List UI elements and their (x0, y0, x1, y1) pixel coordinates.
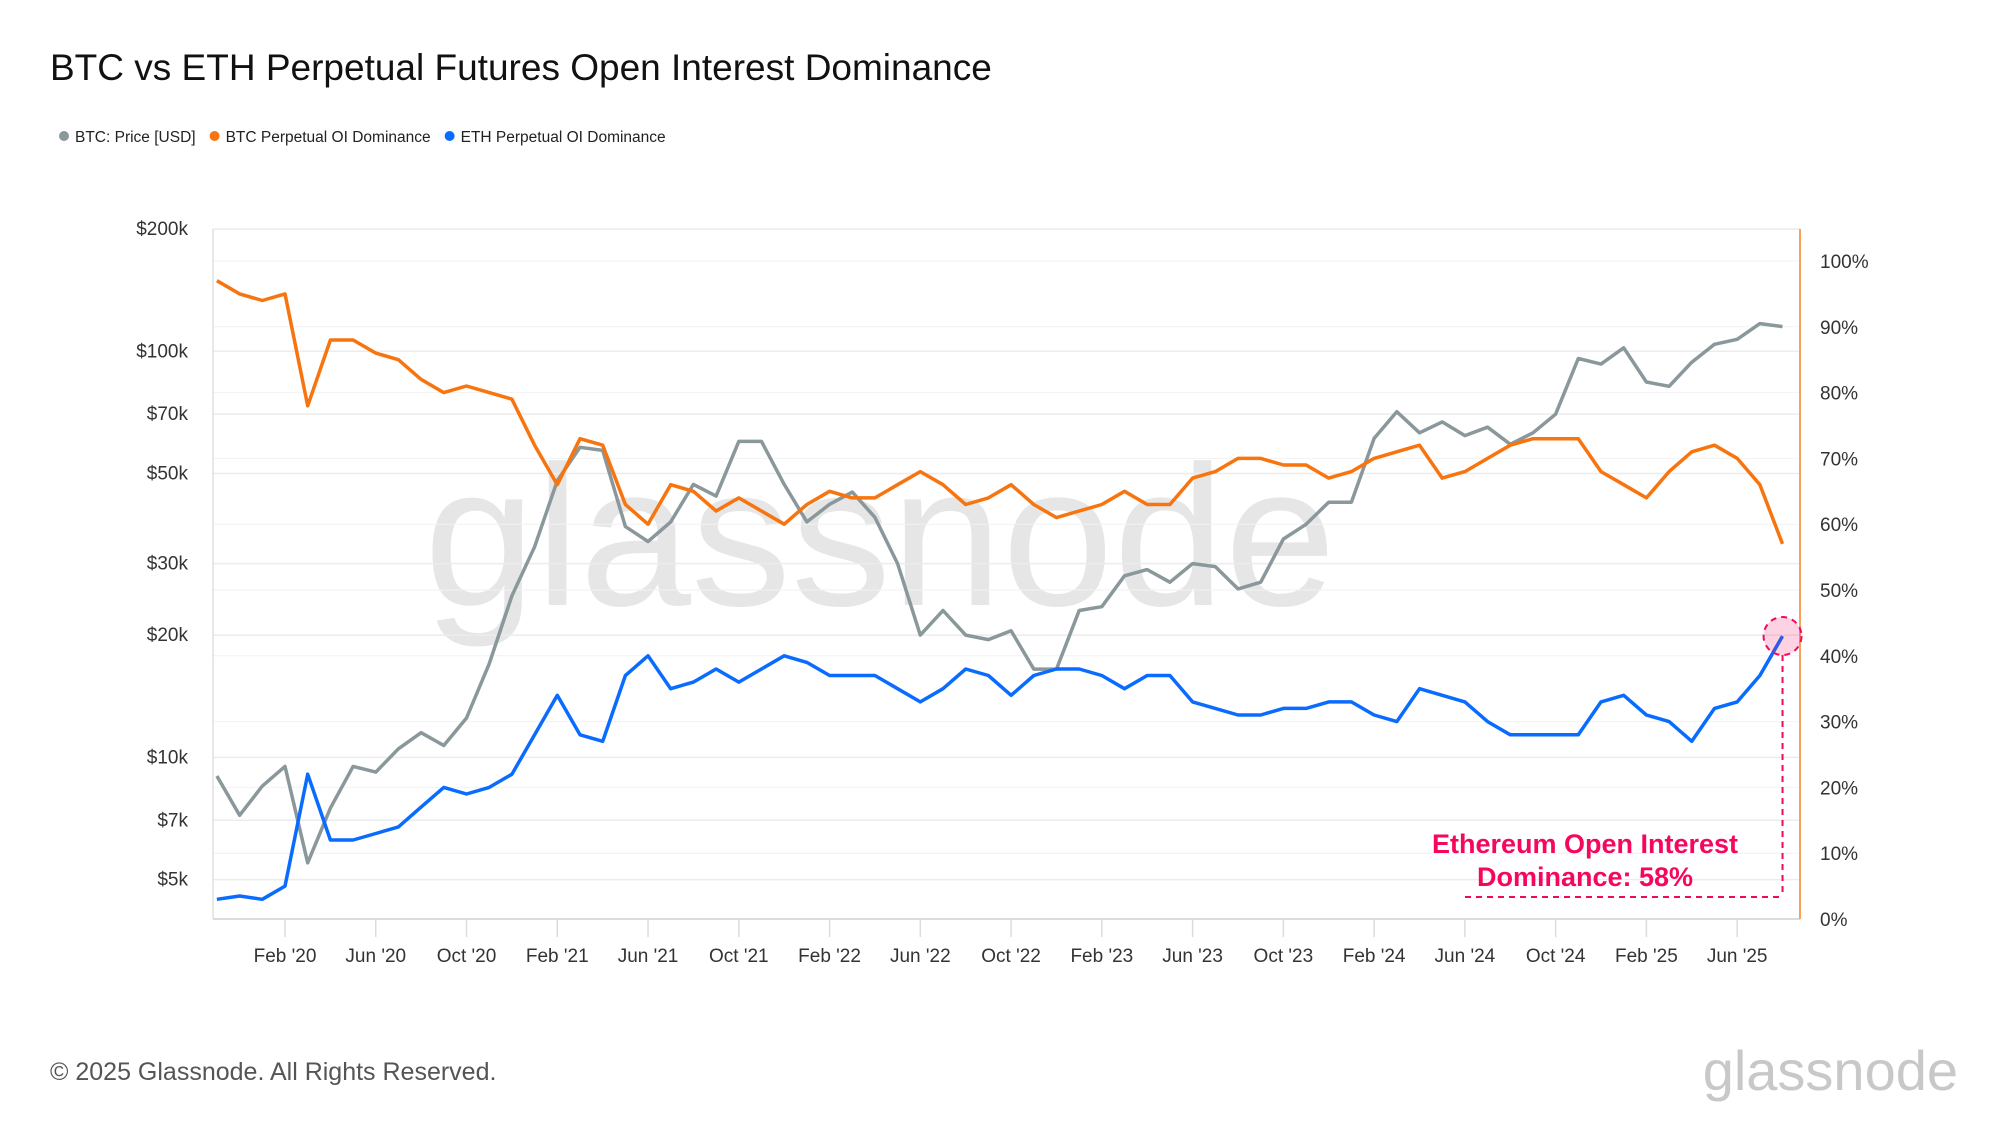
series-lines (215, 279, 1785, 902)
right-tick-label: 20% (1820, 778, 1858, 799)
x-tick-label: Oct '22 (981, 946, 1041, 967)
annotation-text-line2: Dominance: 58% (1477, 862, 1693, 892)
left-tick-label: $70k (147, 404, 189, 425)
x-tick-label: Jun '24 (1435, 946, 1496, 967)
right-tick-label: 80% (1820, 384, 1858, 405)
legend-marker (444, 131, 455, 141)
footer-copyright: © 2025 Glassnode. All Rights Reserved. (50, 1058, 496, 1086)
legend-label: BTC: Price [USD] (75, 129, 196, 146)
left-tick-label: $10k (147, 747, 189, 768)
axes: $200k $100k $70k $50k $30k $20k $10k $7k $5k 100%… (136, 219, 1868, 967)
x-tick-label: Jun '25 (1707, 946, 1768, 967)
left-tick-label: $20k (147, 625, 189, 646)
right-tick-label: 30% (1820, 713, 1858, 734)
legend-marker (209, 131, 220, 141)
footer-logo: glassnode (1703, 1039, 1958, 1102)
x-tick-label: Feb '25 (1615, 946, 1678, 967)
x-tick-label: Feb '22 (798, 946, 861, 967)
x-tick-label: Feb '24 (1343, 946, 1406, 967)
legend-label: ETH Perpetual OI Dominance (461, 129, 666, 146)
left-tick-label: $100k (136, 341, 188, 362)
series-line-2 (216, 635, 1785, 902)
chart-title: BTC vs ETH Perpetual Futures Open Intere… (50, 47, 992, 88)
left-tick-label: $30k (147, 554, 189, 575)
left-tick-label: $50k (147, 464, 189, 485)
annotation-text-line1: Ethereum Open Interest (1432, 829, 1738, 859)
highlight-circle (1762, 616, 1803, 657)
x-tick-label: Jun '23 (1162, 946, 1223, 967)
right-tick-label: 60% (1820, 515, 1858, 536)
right-tick-label: 40% (1820, 647, 1858, 668)
x-tick-label: Feb '21 (526, 946, 589, 967)
x-tick-label: Oct '23 (1254, 946, 1314, 967)
legend: BTC: Price [USD] BTC Perpetual OI Dominan… (59, 129, 666, 146)
left-tick-label: $5k (157, 870, 188, 891)
x-tick-label: Jun '22 (890, 946, 951, 967)
right-tick-label: 90% (1820, 318, 1858, 339)
legend-marker (59, 131, 69, 141)
x-tick-label: Oct '24 (1526, 946, 1586, 967)
series-line-0 (215, 321, 1783, 865)
x-tick-label: Oct '20 (437, 946, 497, 967)
x-tick-label: Oct '21 (709, 946, 769, 967)
x-tick-label: Jun '20 (345, 946, 406, 967)
legend-label: BTC Perpetual OI Dominance (226, 129, 431, 146)
series-line-1 (216, 279, 1785, 545)
right-tick-label: 10% (1820, 844, 1858, 865)
x-tick-label: Feb '20 (254, 946, 317, 967)
right-tick-label: 70% (1820, 449, 1858, 470)
right-tick-label: 100% (1820, 252, 1869, 273)
left-tick-label: $7k (157, 810, 188, 831)
watermark: glassnode (424, 425, 1336, 648)
right-tick-label: 0% (1820, 910, 1848, 931)
x-tick-label: Jun '21 (618, 946, 679, 967)
left-tick-label: $200k (136, 219, 188, 240)
x-tick-label: Feb '23 (1070, 946, 1133, 967)
right-tick-label: 50% (1820, 581, 1858, 602)
